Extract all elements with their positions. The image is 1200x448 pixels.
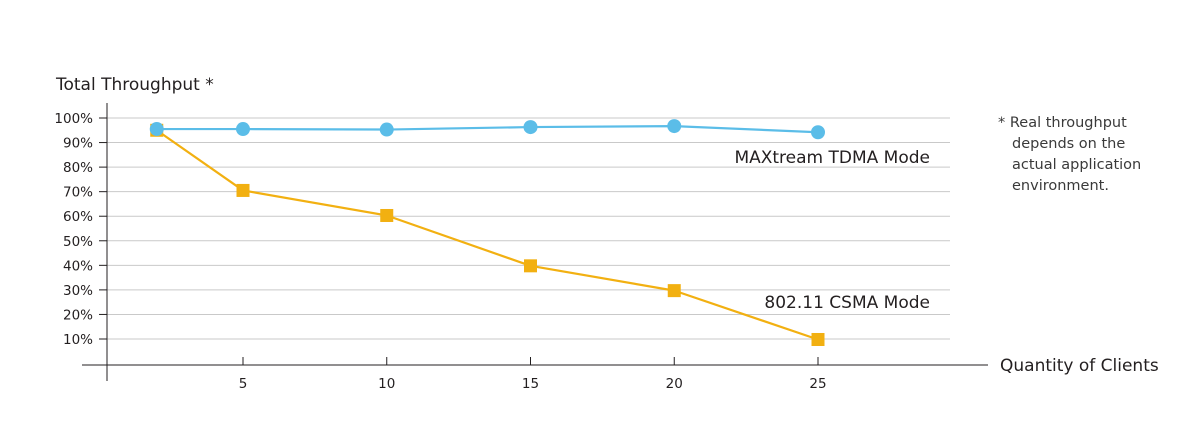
series-layer — [149, 119, 825, 346]
data-point-square — [524, 259, 537, 273]
data-point-circle — [667, 119, 682, 134]
x-tick-label: 5 — [239, 376, 248, 392]
data-point-circle — [149, 122, 164, 137]
data-point-square — [380, 208, 394, 222]
data-point-circle — [379, 122, 394, 137]
y-tick-label: 50% — [63, 234, 93, 250]
y-tick-label: 100% — [54, 111, 93, 127]
data-point-square — [811, 332, 825, 346]
footnote: * Real throughput depends on the actual … — [998, 113, 1178, 197]
y-tick-label: 70% — [63, 185, 93, 201]
footnote-line: actual application — [1012, 157, 1142, 173]
data-point-circle — [523, 120, 538, 135]
footnote-line: depends on the — [1012, 136, 1126, 152]
axes — [82, 103, 988, 381]
footnote-line: * Real throughput — [998, 115, 1127, 131]
y-axis-title: Total Throughput * — [55, 75, 214, 95]
tick-labels: 10% 20% 30% 40% 50% 60% 70% 80% 90% 100% 5 10 15 20 25 — [54, 111, 826, 392]
data-point-circle — [236, 122, 250, 137]
data-point-square — [236, 183, 250, 197]
x-tick-label: 25 — [809, 376, 826, 392]
x-tick-label: 15 — [522, 376, 539, 392]
y-tick-label: 90% — [63, 136, 93, 152]
series-label-maxtream: MAXtream TDMA Mode — [734, 148, 930, 168]
x-axis-title: Quantity of Clients — [1000, 356, 1159, 376]
series-line — [156, 125, 819, 134]
x-tick-label: 10 — [378, 376, 395, 392]
footnote-line: environment. — [1012, 178, 1109, 194]
data-point-square — [667, 284, 681, 298]
y-tick-label: 20% — [63, 307, 93, 323]
y-tick-label: 30% — [63, 283, 93, 299]
y-tick-label: 40% — [63, 258, 93, 274]
x-tick-label: 20 — [666, 376, 683, 392]
series-line — [156, 129, 819, 341]
y-tick-label: 60% — [63, 209, 93, 225]
y-tick-label: 10% — [63, 332, 93, 348]
data-point-circle — [811, 125, 825, 140]
series-label-csma: 802.11 CSMA Mode — [764, 293, 930, 313]
y-tick-label: 80% — [63, 160, 93, 176]
